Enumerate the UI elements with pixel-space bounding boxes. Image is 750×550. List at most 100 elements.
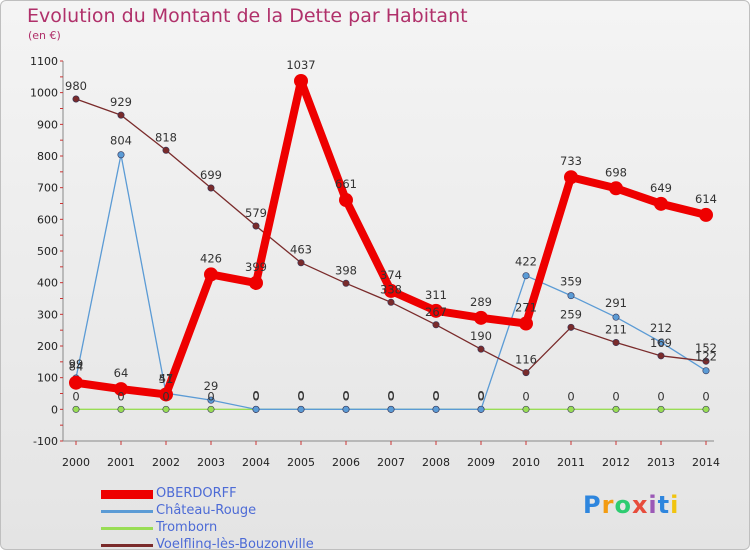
data-label-voelfling-les-bouzonville: 259 <box>560 307 582 321</box>
data-label-oberdorff: 311 <box>425 288 447 302</box>
data-point-oberdorff <box>159 387 173 402</box>
data-point-voelfling-les-bouzonville <box>162 146 170 154</box>
data-label-chateau-rouge: 0 <box>432 388 439 402</box>
data-point-chateau-rouge <box>117 151 125 159</box>
x-tick-label: 2010 <box>512 456 540 469</box>
data-point-chateau-rouge <box>252 405 260 413</box>
data-label-oberdorff: 64 <box>114 366 129 380</box>
x-tick-label: 2008 <box>422 456 450 469</box>
data-point-oberdorff <box>204 267 218 282</box>
data-label-voelfling-les-bouzonville: 267 <box>425 305 447 319</box>
data-label-voelfling-les-bouzonville: 116 <box>515 353 537 367</box>
x-tick-label: 2006 <box>332 456 360 469</box>
x-tick-label: 2009 <box>467 456 495 469</box>
y-tick-label: 900 <box>37 118 58 131</box>
data-point-chateau-rouge <box>297 405 305 413</box>
data-label-voelfling-les-bouzonville: 929 <box>110 95 132 109</box>
data-point-chateau-rouge <box>342 405 350 413</box>
proxiti-logo: Proxiti <box>583 491 680 519</box>
data-point-voelfling-les-bouzonville <box>567 323 575 331</box>
x-tick-label: 2001 <box>107 456 135 469</box>
data-label-oberdorff: 698 <box>605 165 627 179</box>
data-point-voelfling-les-bouzonville <box>477 345 485 353</box>
legend-swatch <box>101 544 153 547</box>
data-label-tromborn: 0 <box>567 389 574 403</box>
y-tick-label: 0 <box>51 403 58 416</box>
data-point-chateau-rouge <box>387 405 395 413</box>
data-label-voelfling-les-bouzonville: 169 <box>650 336 672 350</box>
legend-swatch <box>101 490 153 499</box>
data-label-oberdorff: 661 <box>335 177 357 191</box>
y-tick-label: 800 <box>37 150 58 163</box>
data-point-tromborn <box>702 405 710 413</box>
x-tick-label: 2003 <box>197 456 225 469</box>
data-point-chateau-rouge <box>432 405 440 413</box>
data-label-oberdorff: 649 <box>650 181 672 195</box>
data-label-voelfling-les-bouzonville: 699 <box>200 168 222 182</box>
data-point-tromborn <box>567 405 575 413</box>
data-label-voelfling-les-bouzonville: 190 <box>470 329 492 343</box>
x-tick-label: 2000 <box>62 456 90 469</box>
data-point-tromborn <box>117 405 125 413</box>
data-point-chateau-rouge <box>567 292 575 300</box>
data-label-oberdorff: 399 <box>245 260 267 274</box>
data-point-oberdorff <box>564 170 578 185</box>
data-point-tromborn <box>162 405 170 413</box>
data-label-voelfling-les-bouzonville: 398 <box>335 263 357 277</box>
legend-label: Tromborn <box>156 520 218 535</box>
data-point-oberdorff <box>294 73 308 88</box>
data-point-tromborn <box>612 405 620 413</box>
data-label-tromborn: 0 <box>387 389 394 403</box>
data-label-tromborn: 0 <box>207 389 214 403</box>
series-line-oberdorff <box>72 76 710 399</box>
data-point-voelfling-les-bouzonville <box>252 222 260 230</box>
legend-label: Voelfling-lès-Bouzonville <box>156 537 314 550</box>
x-tick-label: 2007 <box>377 456 405 469</box>
data-point-tromborn <box>657 405 665 413</box>
data-label-chateau-rouge: 0 <box>297 388 304 402</box>
data-label-oberdorff: 614 <box>695 192 717 206</box>
data-label-chateau-rouge: 0 <box>477 388 484 402</box>
data-point-voelfling-les-bouzonville <box>117 111 125 119</box>
data-label-chateau-rouge: 122 <box>695 350 717 364</box>
data-point-voelfling-les-bouzonville <box>342 279 350 287</box>
data-label-voelfling-les-bouzonville: 818 <box>155 130 177 144</box>
x-tick-label: 2005 <box>287 456 315 469</box>
data-label-chateau-rouge: 29 <box>204 379 219 393</box>
data-point-oberdorff <box>429 303 443 318</box>
data-label-chateau-rouge: 0 <box>252 388 259 402</box>
y-tick-label: 700 <box>37 182 58 195</box>
data-point-chateau-rouge <box>657 338 665 346</box>
legend-label: Château-Rouge <box>156 503 257 518</box>
data-point-chateau-rouge <box>522 272 530 280</box>
y-tick-label: 300 <box>37 308 58 321</box>
data-point-oberdorff <box>249 275 263 290</box>
data-label-tromborn: 0 <box>72 389 79 403</box>
data-point-voelfling-les-bouzonville <box>297 259 305 267</box>
data-label-tromborn: 0 <box>657 389 664 403</box>
data-label-tromborn: 0 <box>432 389 439 403</box>
data-point-oberdorff <box>69 375 83 390</box>
data-label-tromborn: 0 <box>162 389 169 403</box>
data-label-tromborn: 0 <box>342 389 349 403</box>
data-point-oberdorff <box>609 181 623 196</box>
data-label-chateau-rouge: 422 <box>515 255 537 269</box>
data-label-oberdorff: 84 <box>69 360 84 374</box>
data-label-chateau-rouge: 804 <box>110 134 132 148</box>
data-label-oberdorff: 426 <box>200 251 222 265</box>
data-point-chateau-rouge <box>702 367 710 375</box>
legend-label: OBERDORFF <box>156 486 237 501</box>
chart-title: Evolution du Montant de la Dette par Hab… <box>27 5 468 27</box>
data-label-voelfling-les-bouzonville: 463 <box>290 243 312 257</box>
data-label-chateau-rouge: 0 <box>387 388 394 402</box>
data-label-tromborn: 0 <box>117 389 124 403</box>
data-point-voelfling-les-bouzonville <box>522 369 530 377</box>
legend-swatch <box>101 527 153 530</box>
data-label-oberdorff: 289 <box>470 295 492 309</box>
data-point-chateau-rouge <box>612 313 620 321</box>
x-tick-label: 2013 <box>647 456 675 469</box>
data-label-tromborn: 0 <box>297 389 304 403</box>
data-label-oberdorff: 1037 <box>286 58 315 72</box>
y-tick-label: 400 <box>37 277 58 290</box>
